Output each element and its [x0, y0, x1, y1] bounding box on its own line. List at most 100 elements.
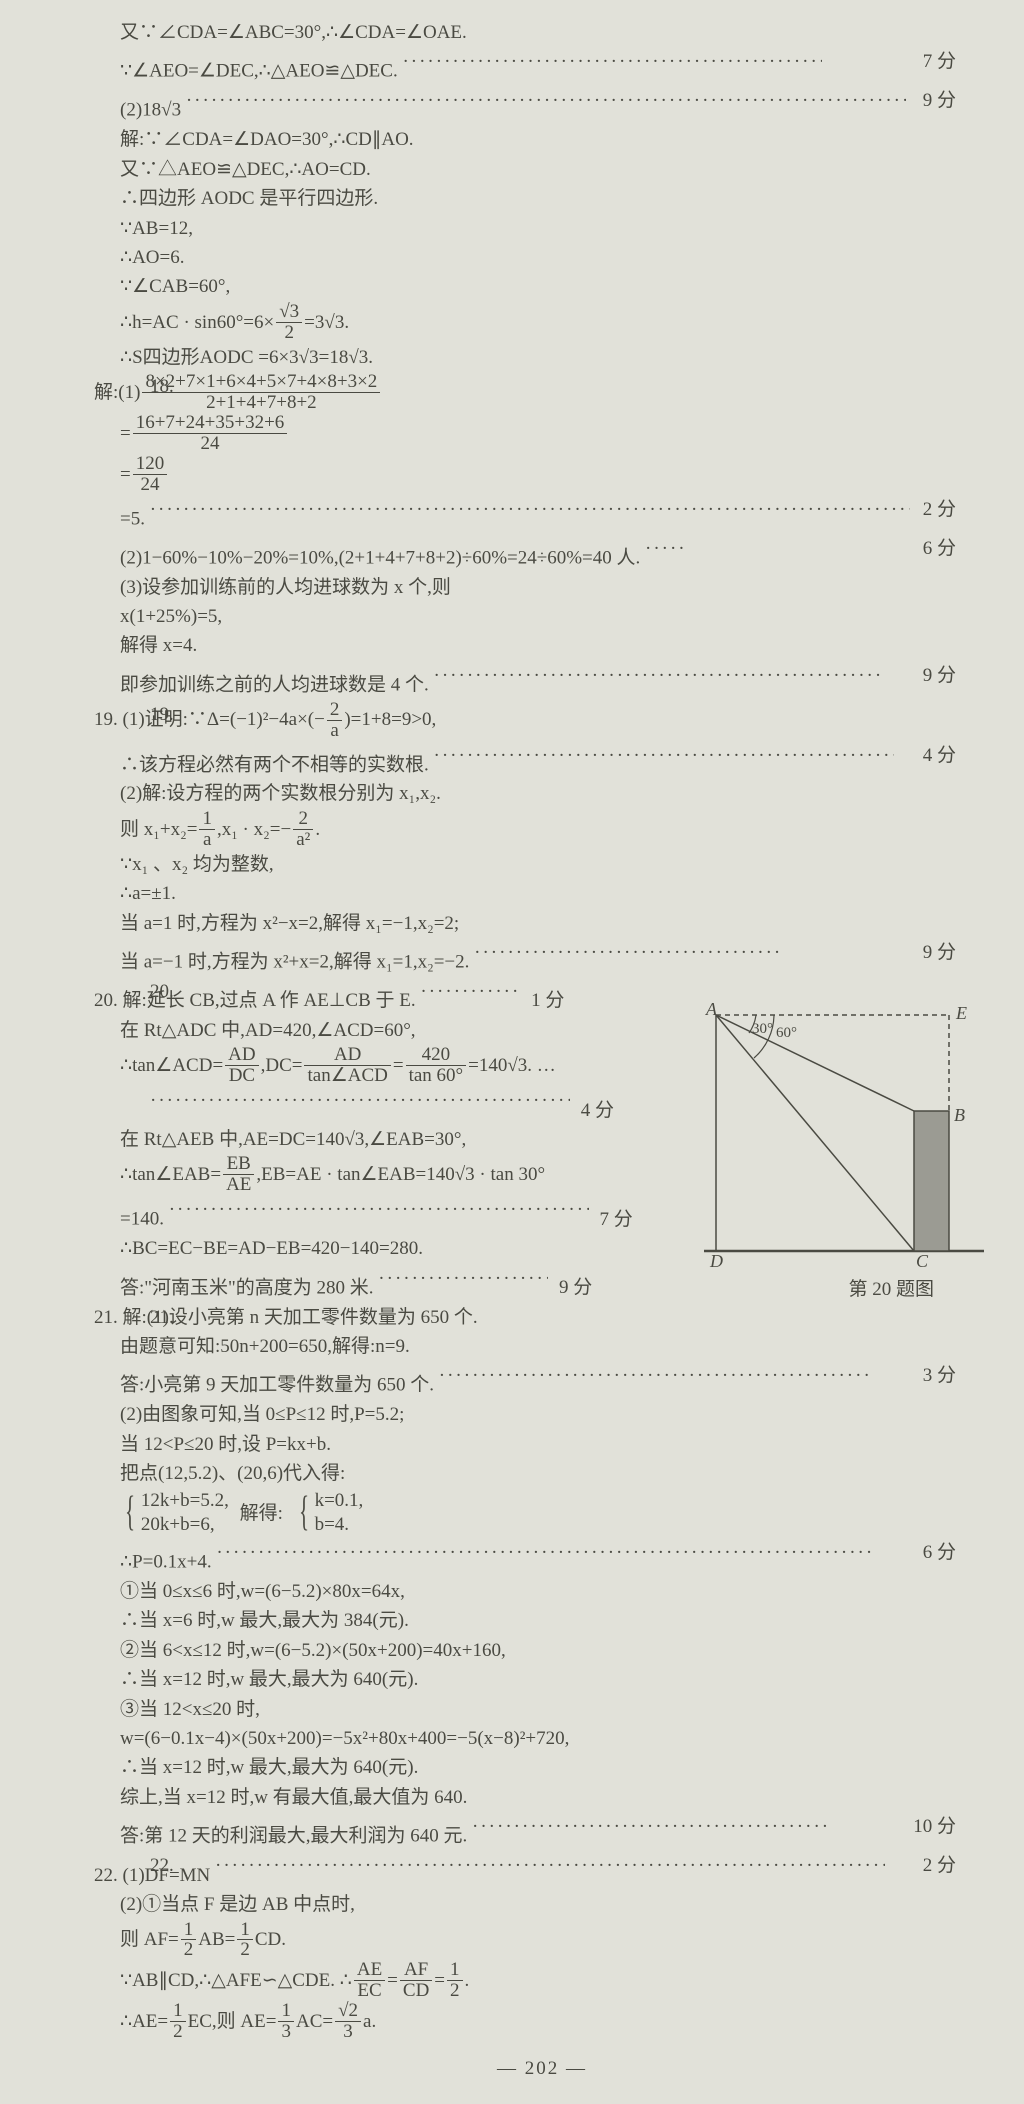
svg-text:A: A	[705, 1003, 718, 1019]
math-text: .	[315, 815, 320, 844]
equation-system: 12k+b=5.2, 20k+b=6,	[141, 1489, 229, 1538]
fraction: ADDC	[225, 1045, 258, 1086]
math-text: =	[387, 1966, 398, 1995]
text-line: 19. 19. (1)证明:∵Δ=(−1)²−4a×(−2a)=1+8=9>0,	[90, 700, 994, 741]
problem-number: 21.	[150, 1303, 174, 1332]
text-line: (2)18√3 ································…	[90, 86, 994, 125]
numerator: 1	[237, 1920, 253, 1941]
math-text: ③当 12<x≤20 时,	[120, 1699, 260, 1720]
math-text: 解:(1)	[94, 378, 140, 407]
left-brace-icon: {	[125, 1496, 135, 1530]
math-text: ∴S四边形AODC =6×3√3=18√3.	[120, 347, 373, 368]
denominator: 2	[170, 2022, 186, 2042]
numerator: 1	[278, 2001, 294, 2022]
leader-dots: ········································…	[169, 1195, 589, 1224]
svg-text:E: E	[955, 1003, 967, 1023]
math-text: ∴当 x=12 时,w 最大,最大为 640(元).	[120, 1757, 418, 1778]
text-line: 当 a=−1 时,方程为 x²+x=2,解得 x₁=1,x₂=−2. ·····…	[90, 938, 994, 977]
fraction: 8×2+7×1+6×4+5×7+4×8+3×22+1+4+7+8+2	[142, 372, 380, 413]
left-brace-icon: {	[299, 1496, 309, 1530]
text-line: ∴P=0.1x+4. ·····························…	[90, 1538, 994, 1577]
text-line: 又∵△AEO≌△DEC,∴AO=CD.	[90, 155, 994, 184]
math-text: 答:小亮第 9 天加工零件数量为 650 个.	[120, 1375, 434, 1396]
svg-text:D: D	[709, 1251, 723, 1268]
text-line: w=(6−0.1x−4)×(50x+200)=−5x²+80x+400=−5(x…	[90, 1724, 994, 1753]
text-line: =16+7+24+35+32+624	[90, 413, 994, 454]
math-text: =3√3.	[304, 308, 349, 337]
numerator: 1	[199, 809, 215, 830]
numerator: AD	[304, 1045, 390, 1066]
math-text: 由题意可知:50n+200=650,解得:n=9.	[120, 1336, 410, 1357]
leader-dots: ········································…	[402, 47, 822, 76]
math-text: =	[120, 460, 131, 489]
text-line: ∴AO=6.	[90, 243, 994, 272]
text-line: 即参加训练之前的人均进球数是 4 个. ····················…	[90, 661, 994, 700]
text-line: 解:∵∠CDA=∠DAO=30°,∴CD∥AO.	[90, 125, 994, 154]
text-line: 答:第 12 天的利润最大,最大利润为 640 元. ·············…	[90, 1812, 994, 1851]
fraction: 1a	[199, 809, 215, 850]
numerator: 1	[181, 1920, 197, 1941]
math-text: ②当 6<x≤12 时,w=(6−5.2)×(50x+200)=40x+160,	[120, 1640, 506, 1661]
leader-dots: ········································…	[216, 1538, 876, 1567]
math-text: ∴BC=EC−BE=AD−EB=420−140=280.	[120, 1238, 423, 1259]
leader-dots: ········································…	[150, 1086, 570, 1115]
math-text: ∴tan∠EAB=	[120, 1160, 221, 1189]
leader-dots: ········································…	[474, 938, 784, 967]
numerator: 120	[133, 454, 168, 475]
score-mark: 9 分	[923, 661, 956, 690]
math-text: =	[434, 1966, 445, 1995]
math-text: =140.	[120, 1209, 164, 1230]
math-text: 当 12<P≤20 时,设 P=kx+b.	[120, 1434, 331, 1455]
math-text: CD.	[255, 1925, 286, 1954]
math-text: 即参加训练之前的人均进球数是 4 个.	[120, 674, 429, 695]
text-line: ∵∠AEO=∠DEC,∴△AEO≌△DEC. ·················…	[90, 47, 994, 86]
math-text: 又∵△AEO≌△DEC,∴AO=CD.	[120, 159, 371, 180]
math-text: ∴a=±1.	[120, 883, 176, 904]
denominator: a	[327, 721, 343, 741]
denominator: tan 60°	[406, 1066, 467, 1086]
score-mark: 6 分	[923, 1538, 956, 1567]
denominator: 2	[276, 323, 302, 343]
text-line: { 12k+b=5.2, 20k+b=6, 解得: { k=0.1, b=4.	[90, 1489, 994, 1538]
math-text: w=(6−0.1x−4)×(50x+200)=−5x²+80x+400=−5(x…	[120, 1728, 569, 1749]
numerator: 420	[406, 1045, 467, 1066]
text-line: 把点(12,5.2)、(20,6)代入得:	[90, 1459, 994, 1488]
figure-problem-20: A E B C D 30° 60°	[704, 1003, 984, 1303]
denominator: 24	[133, 434, 288, 454]
math-text: 解:∵∠CDA=∠DAO=30°,∴CD∥AO.	[120, 129, 414, 150]
math-text: 答:第 12 天的利润最大,最大利润为 640 元.	[120, 1826, 467, 1847]
math-text: ∵AB∥CD,∴△AFE∽△CDE. ∴	[120, 1966, 352, 1995]
score-mark: 6 分	[923, 534, 956, 563]
math-text: ,x₁ · x₂=−	[217, 815, 291, 844]
denominator: 2	[237, 1940, 253, 1960]
text-line: =5. ····································…	[90, 495, 994, 534]
page: 又∵∠CDA=∠ABC=30°,∴∠CDA=∠OAE. ∵∠AEO=∠DEC,∴…	[0, 0, 1024, 2104]
leader-dots: ········································…	[439, 1361, 869, 1390]
math-text: ∴tan∠ACD=	[120, 1051, 223, 1080]
text-line: ∴AE=12EC,则 AE=13AC=√23a.	[90, 2001, 994, 2042]
math-text: (3)设参加训练前的人均进球数为 x 个,则	[120, 577, 451, 598]
fraction: EBAE	[223, 1154, 254, 1195]
fraction: 16+7+24+35+32+624	[133, 413, 288, 454]
text-line: (3)设参加训练前的人均进球数为 x 个,则	[90, 573, 994, 602]
numerator: AE	[354, 1960, 385, 1981]
fraction: 420tan 60°	[406, 1045, 467, 1086]
math-text: a.	[363, 2007, 376, 2036]
text-line: ∵∠CAB=60°,	[90, 272, 994, 301]
math-text: )=1+8=9>0,	[344, 705, 436, 734]
math-text: 又∵∠CDA=∠ABC=30°,∴∠CDA=∠OAE.	[120, 22, 467, 43]
leader-dots: ····················	[420, 977, 520, 1006]
text-line: =12024	[90, 454, 994, 495]
math-text: 当 a=−1 时,方程为 x²+x=2,解得 x₁=1,x₂=−2.	[120, 952, 469, 973]
sys-row: k=0.1,	[315, 1489, 364, 1514]
score-mark: 9 分	[923, 86, 956, 115]
math-text: ∵x₁ 、x₂ 均为整数,	[120, 854, 274, 875]
math-text: ∴h=AC · sin60°=6×	[120, 308, 274, 337]
figure-caption: 第 20 题图	[848, 1275, 934, 1304]
fraction: √23	[335, 2001, 361, 2042]
math-text: 答:"河南玉米"的高度为 280 米.	[120, 1277, 374, 1298]
problem-number: 19.	[150, 700, 174, 729]
fraction: ADtan∠ACD	[304, 1045, 390, 1086]
math-text: AB=	[198, 1925, 235, 1954]
denominator: a	[199, 830, 215, 850]
